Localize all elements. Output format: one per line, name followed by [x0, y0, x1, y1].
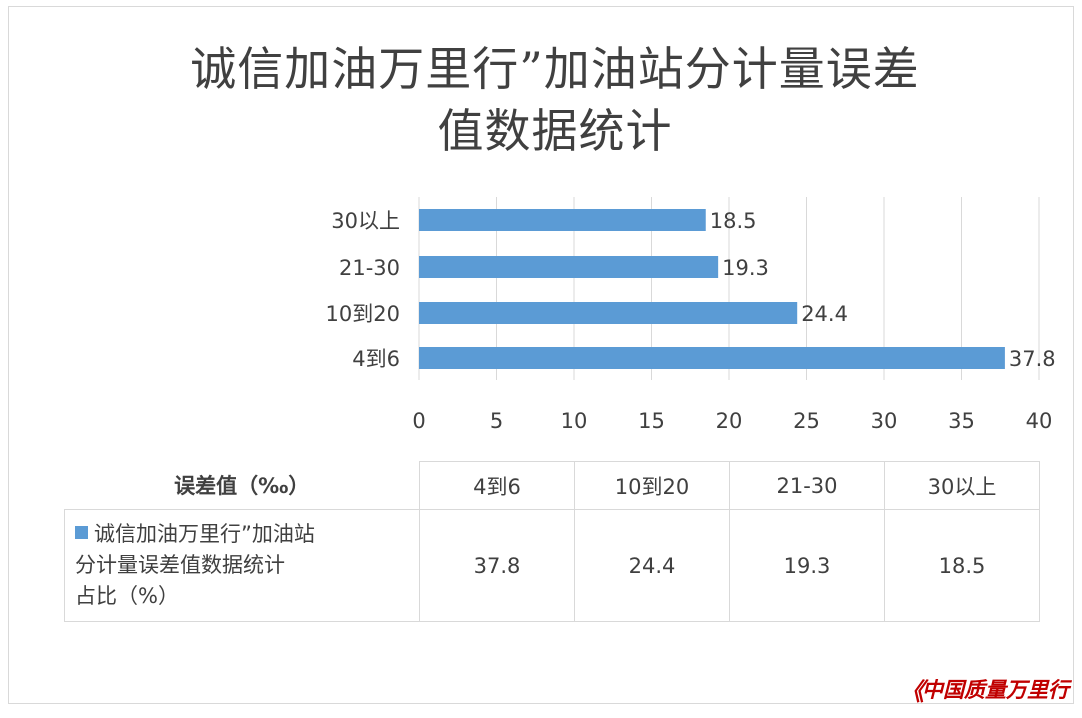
- table-value-cell: 24.4: [574, 509, 730, 622]
- x-tick-labels: 0 5 10 15 20 25 30 35 40: [412, 409, 1052, 433]
- chart-title-line-2: 值数据统计: [437, 104, 673, 158]
- x-tick-label: 40: [1026, 409, 1053, 433]
- category-label: 4到6: [352, 347, 400, 371]
- bars: [419, 209, 1005, 369]
- x-tick-label: 15: [638, 409, 665, 433]
- table-value-cell: 18.5: [884, 509, 1040, 622]
- category-labels: 30以上 21-30 10到20 4到6: [326, 209, 400, 371]
- bar: [419, 256, 719, 278]
- data-label: 19.3: [722, 256, 769, 280]
- x-tick-label: 25: [793, 409, 820, 433]
- x-tick-label: 10: [561, 409, 588, 433]
- table-col-header: 10到20: [574, 461, 730, 510]
- table-col-header: 4到6: [419, 461, 575, 510]
- data-label: 24.4: [801, 302, 848, 326]
- logo-mark-icon: 《: [900, 676, 924, 706]
- legend-swatch: [75, 526, 88, 539]
- logo-text: 中国质量万里行: [922, 677, 1069, 702]
- x-tick-label: 20: [716, 409, 743, 433]
- category-label: 30以上: [331, 209, 400, 233]
- brand-logo: 《 中国质量万里行: [900, 674, 1069, 706]
- x-tick-label: 30: [871, 409, 898, 433]
- data-table: 误差值（‰） 4到6 10到20 21-30 30以上 诚信加油万里行”加油站 …: [64, 461, 1040, 622]
- table-header-row: 误差值（‰） 4到6 10到20 21-30 30以上: [64, 461, 1040, 510]
- table-header-label: 误差值（‰）: [64, 461, 420, 510]
- x-tick-label: 0: [412, 409, 425, 433]
- table-row: 诚信加油万里行”加油站 分计量误差值数据统计 占比（%） 37.8 24.4 1…: [64, 509, 1040, 622]
- data-labels: 18.5 19.3 24.4 37.8: [710, 209, 1056, 371]
- data-label: 37.8: [1009, 347, 1056, 371]
- legend-line: 分计量误差值数据统计: [75, 553, 285, 577]
- bar: [419, 347, 1005, 369]
- data-label: 18.5: [710, 209, 757, 233]
- legend-line: 占比（%）: [75, 584, 179, 608]
- bar-chart: 18.5 19.3 24.4 37.8 30以上 21-30 10到20 4到6 0 5 10 1…: [326, 197, 1056, 433]
- table-value-cell: 19.3: [729, 509, 885, 622]
- bar: [419, 302, 798, 324]
- category-label: 10到20: [326, 302, 400, 326]
- category-label: 21-30: [339, 256, 400, 280]
- chart-title: 诚信加油万里行”加油站分计量误差 值数据统计: [0, 38, 1082, 162]
- table-legend-cell: 诚信加油万里行”加油站 分计量误差值数据统计 占比（%）: [64, 509, 420, 622]
- bar: [419, 209, 706, 231]
- x-tick-label: 35: [948, 409, 975, 433]
- table-col-header: 30以上: [884, 461, 1040, 510]
- legend-line: 诚信加油万里行”加油站: [94, 522, 315, 546]
- chart-title-line-1: 诚信加油万里行”加油站分计量误差: [190, 42, 920, 96]
- table-col-header: 21-30: [729, 461, 885, 510]
- x-tick-label: 5: [490, 409, 503, 433]
- table-value-cell: 37.8: [419, 509, 575, 622]
